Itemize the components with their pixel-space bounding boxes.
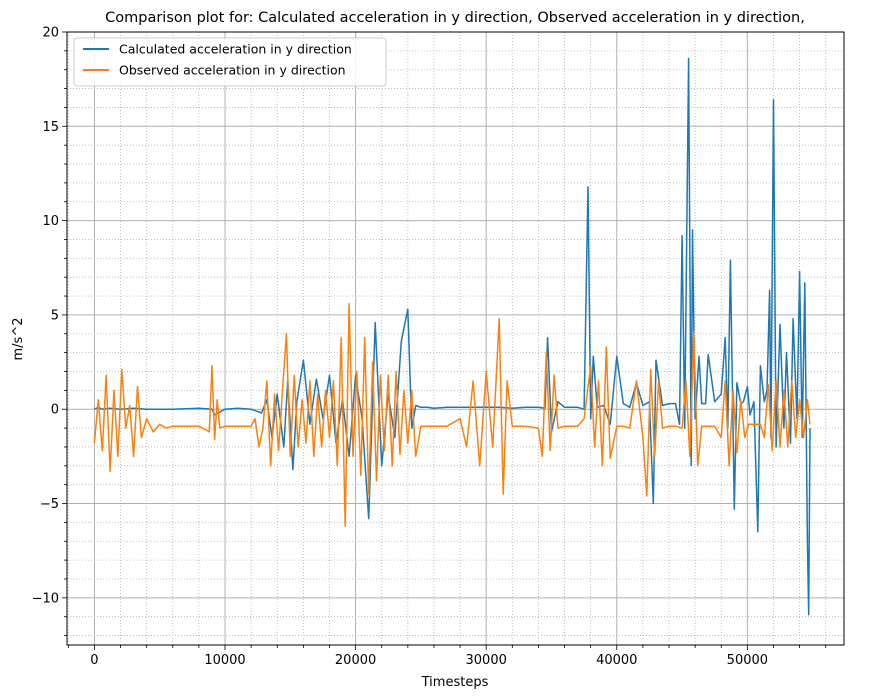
x-tick-label: 20000 — [335, 653, 376, 668]
y-tick-label: 0 — [51, 403, 59, 418]
y-axis-ticks: −10 −5 0 5 10 15 20 — [32, 26, 67, 636]
x-axis-ticks: 0 10000 20000 30000 40000 50000 — [67, 645, 827, 668]
series-layer — [93, 57, 811, 616]
legend-label-calculated: Calculated acceleration in y direction — [119, 42, 352, 57]
x-tick-label: 30000 — [466, 653, 507, 668]
chart-title: Comparison plot for: Calculated accelera… — [105, 10, 805, 26]
y-tick-label: −10 — [32, 591, 59, 606]
x-axis-label: Timesteps — [421, 675, 489, 690]
x-tick-label: 0 — [90, 653, 98, 668]
legend: Calculated acceleration in y direction O… — [73, 37, 387, 87]
plot-frame — [66, 31, 845, 646]
x-tick-label: 40000 — [596, 653, 637, 668]
y-tick-label: −5 — [40, 497, 59, 512]
minor-grid — [67, 32, 844, 645]
y-tick-label: 5 — [51, 308, 59, 323]
y-tick-label: 20 — [42, 26, 59, 41]
y-tick-label: 15 — [42, 120, 59, 135]
legend-label-observed: Observed acceleration in y direction — [119, 63, 346, 78]
x-tick-label: 50000 — [727, 653, 768, 668]
series-line-calculated — [94, 57, 811, 616]
y-axis-label: m/s^2 — [11, 318, 26, 361]
y-tick-label: 10 — [42, 214, 59, 229]
x-tick-label: 10000 — [204, 653, 245, 668]
legend-box — [73, 37, 387, 87]
series-line-observed — [93, 302, 811, 527]
